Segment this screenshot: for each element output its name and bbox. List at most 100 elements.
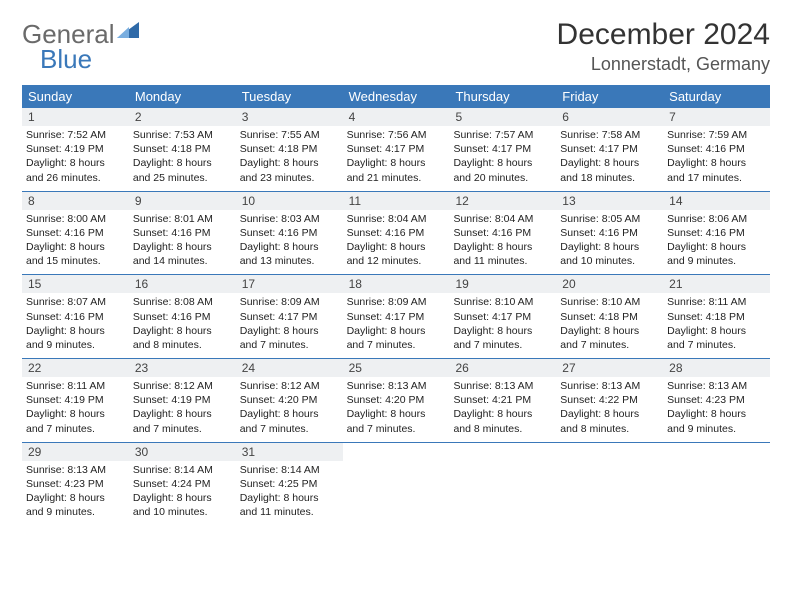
day-body: Sunrise: 8:14 AMSunset: 4:25 PMDaylight:… bbox=[236, 461, 343, 526]
daylight-line: Daylight: 8 hours and 7 minutes. bbox=[133, 407, 232, 435]
sunset-line: Sunset: 4:17 PM bbox=[347, 310, 446, 324]
daylight-line: Daylight: 8 hours and 18 minutes. bbox=[560, 156, 659, 184]
calendar-body: 1Sunrise: 7:52 AMSunset: 4:19 PMDaylight… bbox=[22, 108, 770, 525]
weekday-monday: Monday bbox=[129, 85, 236, 108]
sunrise-line: Sunrise: 8:09 AM bbox=[347, 295, 446, 309]
daylight-line: Daylight: 8 hours and 10 minutes. bbox=[560, 240, 659, 268]
day-cell: 17Sunrise: 8:09 AMSunset: 4:17 PMDayligh… bbox=[236, 275, 343, 358]
day-cell bbox=[343, 443, 450, 526]
sunset-line: Sunset: 4:16 PM bbox=[240, 226, 339, 240]
day-body: Sunrise: 8:04 AMSunset: 4:16 PMDaylight:… bbox=[449, 210, 556, 275]
sunset-line: Sunset: 4:16 PM bbox=[667, 226, 766, 240]
sunset-line: Sunset: 4:19 PM bbox=[133, 393, 232, 407]
daylight-line: Daylight: 8 hours and 11 minutes. bbox=[240, 491, 339, 519]
day-number: 3 bbox=[236, 108, 343, 126]
day-cell: 7Sunrise: 7:59 AMSunset: 4:16 PMDaylight… bbox=[663, 108, 770, 191]
day-cell bbox=[449, 443, 556, 526]
day-number: 31 bbox=[236, 443, 343, 461]
logo-sail-icon-2 bbox=[117, 22, 141, 40]
title-block: December 2024 Lonnerstadt, Germany bbox=[557, 18, 770, 75]
day-cell: 8Sunrise: 8:00 AMSunset: 4:16 PMDaylight… bbox=[22, 192, 129, 275]
daylight-line: Daylight: 8 hours and 9 minutes. bbox=[667, 240, 766, 268]
daylight-line: Daylight: 8 hours and 7 minutes. bbox=[26, 407, 125, 435]
sunrise-line: Sunrise: 7:56 AM bbox=[347, 128, 446, 142]
day-cell: 31Sunrise: 8:14 AMSunset: 4:25 PMDayligh… bbox=[236, 443, 343, 526]
daylight-line: Daylight: 8 hours and 13 minutes. bbox=[240, 240, 339, 268]
day-cell: 19Sunrise: 8:10 AMSunset: 4:17 PMDayligh… bbox=[449, 275, 556, 358]
day-body: Sunrise: 8:13 AMSunset: 4:20 PMDaylight:… bbox=[343, 377, 450, 442]
week-row: 22Sunrise: 8:11 AMSunset: 4:19 PMDayligh… bbox=[22, 359, 770, 443]
day-body: Sunrise: 8:13 AMSunset: 4:22 PMDaylight:… bbox=[556, 377, 663, 442]
sunset-line: Sunset: 4:16 PM bbox=[26, 310, 125, 324]
sunset-line: Sunset: 4:23 PM bbox=[667, 393, 766, 407]
sunrise-line: Sunrise: 8:12 AM bbox=[133, 379, 232, 393]
sunset-line: Sunset: 4:18 PM bbox=[133, 142, 232, 156]
day-cell: 25Sunrise: 8:13 AMSunset: 4:20 PMDayligh… bbox=[343, 359, 450, 442]
day-number: 1 bbox=[22, 108, 129, 126]
sunrise-line: Sunrise: 7:53 AM bbox=[133, 128, 232, 142]
day-cell bbox=[663, 443, 770, 526]
day-number: 20 bbox=[556, 275, 663, 293]
month-title: December 2024 bbox=[557, 18, 770, 52]
day-cell: 6Sunrise: 7:58 AMSunset: 4:17 PMDaylight… bbox=[556, 108, 663, 191]
daylight-line: Daylight: 8 hours and 7 minutes. bbox=[453, 324, 552, 352]
sunset-line: Sunset: 4:17 PM bbox=[453, 310, 552, 324]
week-row: 8Sunrise: 8:00 AMSunset: 4:16 PMDaylight… bbox=[22, 192, 770, 276]
day-number: 10 bbox=[236, 192, 343, 210]
sunrise-line: Sunrise: 8:11 AM bbox=[26, 379, 125, 393]
day-body: Sunrise: 8:09 AMSunset: 4:17 PMDaylight:… bbox=[343, 293, 450, 358]
daylight-line: Daylight: 8 hours and 15 minutes. bbox=[26, 240, 125, 268]
daylight-line: Daylight: 8 hours and 7 minutes. bbox=[240, 407, 339, 435]
day-number: 25 bbox=[343, 359, 450, 377]
sunrise-line: Sunrise: 8:13 AM bbox=[560, 379, 659, 393]
day-number: 14 bbox=[663, 192, 770, 210]
sunset-line: Sunset: 4:17 PM bbox=[453, 142, 552, 156]
calendar: SundayMondayTuesdayWednesdayThursdayFrid… bbox=[22, 85, 770, 525]
sunset-line: Sunset: 4:16 PM bbox=[560, 226, 659, 240]
daylight-line: Daylight: 8 hours and 26 minutes. bbox=[26, 156, 125, 184]
sunset-line: Sunset: 4:23 PM bbox=[26, 477, 125, 491]
day-body: Sunrise: 8:13 AMSunset: 4:21 PMDaylight:… bbox=[449, 377, 556, 442]
sunrise-line: Sunrise: 8:04 AM bbox=[453, 212, 552, 226]
day-cell: 13Sunrise: 8:05 AMSunset: 4:16 PMDayligh… bbox=[556, 192, 663, 275]
sunrise-line: Sunrise: 8:00 AM bbox=[26, 212, 125, 226]
day-cell: 2Sunrise: 7:53 AMSunset: 4:18 PMDaylight… bbox=[129, 108, 236, 191]
daylight-line: Daylight: 8 hours and 7 minutes. bbox=[560, 324, 659, 352]
sunrise-line: Sunrise: 8:01 AM bbox=[133, 212, 232, 226]
weekday-sunday: Sunday bbox=[22, 85, 129, 108]
sunrise-line: Sunrise: 8:10 AM bbox=[453, 295, 552, 309]
sunset-line: Sunset: 4:18 PM bbox=[667, 310, 766, 324]
sunrise-line: Sunrise: 8:11 AM bbox=[667, 295, 766, 309]
day-cell: 24Sunrise: 8:12 AMSunset: 4:20 PMDayligh… bbox=[236, 359, 343, 442]
daylight-line: Daylight: 8 hours and 25 minutes. bbox=[133, 156, 232, 184]
day-number: 30 bbox=[129, 443, 236, 461]
logo-text-blue: Blue bbox=[22, 47, 141, 72]
daylight-line: Daylight: 8 hours and 21 minutes. bbox=[347, 156, 446, 184]
day-cell: 15Sunrise: 8:07 AMSunset: 4:16 PMDayligh… bbox=[22, 275, 129, 358]
day-number: 17 bbox=[236, 275, 343, 293]
sunset-line: Sunset: 4:19 PM bbox=[26, 393, 125, 407]
sunrise-line: Sunrise: 8:03 AM bbox=[240, 212, 339, 226]
sunset-line: Sunset: 4:24 PM bbox=[133, 477, 232, 491]
sunrise-line: Sunrise: 7:55 AM bbox=[240, 128, 339, 142]
sunrise-line: Sunrise: 8:04 AM bbox=[347, 212, 446, 226]
weekday-thursday: Thursday bbox=[449, 85, 556, 108]
sunset-line: Sunset: 4:22 PM bbox=[560, 393, 659, 407]
sunrise-line: Sunrise: 7:52 AM bbox=[26, 128, 125, 142]
sunrise-line: Sunrise: 8:12 AM bbox=[240, 379, 339, 393]
day-cell: 5Sunrise: 7:57 AMSunset: 4:17 PMDaylight… bbox=[449, 108, 556, 191]
day-number: 24 bbox=[236, 359, 343, 377]
day-body: Sunrise: 8:04 AMSunset: 4:16 PMDaylight:… bbox=[343, 210, 450, 275]
sunrise-line: Sunrise: 8:14 AM bbox=[240, 463, 339, 477]
day-body: Sunrise: 8:08 AMSunset: 4:16 PMDaylight:… bbox=[129, 293, 236, 358]
day-number: 8 bbox=[22, 192, 129, 210]
day-body: Sunrise: 7:56 AMSunset: 4:17 PMDaylight:… bbox=[343, 126, 450, 191]
daylight-line: Daylight: 8 hours and 7 minutes. bbox=[347, 324, 446, 352]
day-cell: 23Sunrise: 8:12 AMSunset: 4:19 PMDayligh… bbox=[129, 359, 236, 442]
sunrise-line: Sunrise: 8:13 AM bbox=[26, 463, 125, 477]
day-cell: 12Sunrise: 8:04 AMSunset: 4:16 PMDayligh… bbox=[449, 192, 556, 275]
daylight-line: Daylight: 8 hours and 20 minutes. bbox=[453, 156, 552, 184]
week-row: 15Sunrise: 8:07 AMSunset: 4:16 PMDayligh… bbox=[22, 275, 770, 359]
sunset-line: Sunset: 4:17 PM bbox=[560, 142, 659, 156]
day-number: 12 bbox=[449, 192, 556, 210]
